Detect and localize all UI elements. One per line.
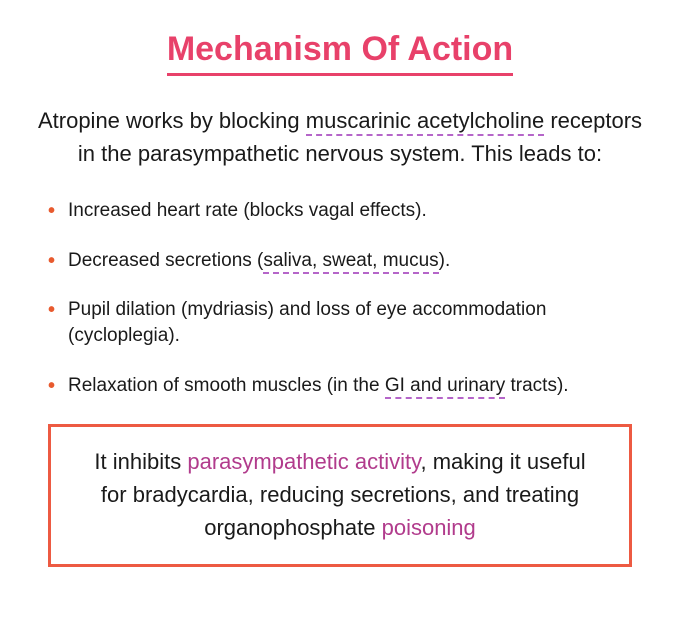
- bullet-pre: Relaxation of smooth muscles (in the: [68, 375, 385, 396]
- bullet-dashed: saliva, sweat, mucus: [263, 250, 438, 274]
- bullet-text: Increased heart rate (blocks vagal effec…: [68, 200, 427, 221]
- list-item: Relaxation of smooth muscles (in the GI …: [48, 373, 650, 399]
- bullet-post: tracts).: [505, 375, 568, 396]
- callout-highlight-2: poisoning: [382, 515, 476, 540]
- list-item: Pupil dilation (mydriasis) and loss of e…: [48, 297, 650, 348]
- bullet-dashed: GI and urinary: [385, 375, 505, 399]
- intro-dashed-term: muscarinic acetylcholine: [306, 108, 544, 136]
- title-container: Mechanism Of Action: [30, 30, 650, 94]
- callout-highlight-1: parasympathetic activity: [187, 449, 420, 474]
- list-item: Increased heart rate (blocks vagal effec…: [48, 198, 650, 224]
- intro-paragraph: Atropine works by blocking muscarinic ac…: [30, 104, 650, 170]
- intro-seg1: Atropine works by blocking: [38, 108, 306, 133]
- list-item: Decreased secretions (saliva, sweat, muc…: [48, 248, 650, 274]
- page-title: Mechanism Of Action: [167, 30, 513, 76]
- effects-list: Increased heart rate (blocks vagal effec…: [30, 198, 650, 398]
- bullet-pre: Decreased secretions (: [68, 250, 263, 271]
- bullet-text: Pupil dilation (mydriasis) and loss of e…: [68, 299, 546, 346]
- summary-callout: It inhibits parasympathetic activity, ma…: [48, 424, 632, 567]
- callout-seg1: It inhibits: [94, 449, 187, 474]
- bullet-post: ).: [439, 250, 451, 271]
